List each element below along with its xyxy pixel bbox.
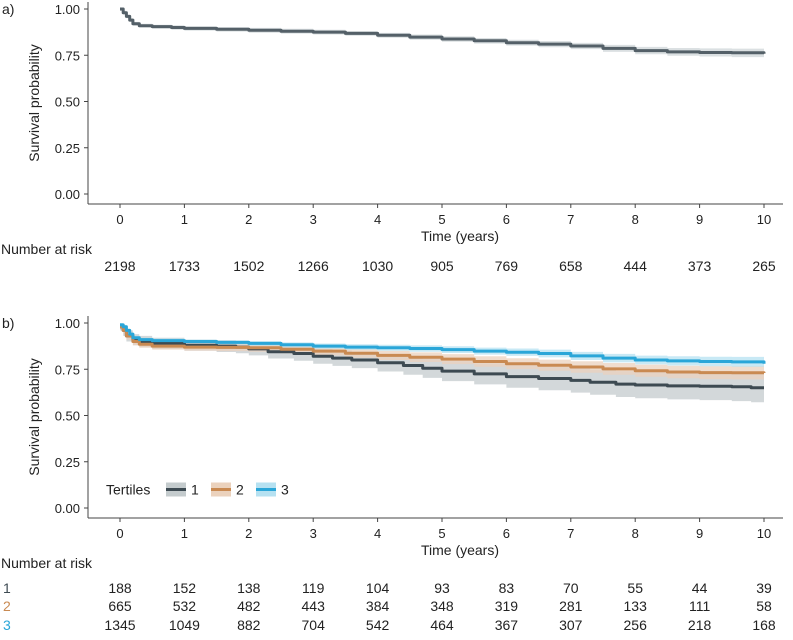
risk-count: 256 — [624, 617, 648, 633]
risk-count: 348 — [430, 598, 454, 614]
risk-count: 44 — [692, 580, 708, 596]
x-tick-label: 4 — [374, 212, 381, 227]
legend-title: Tertiles — [106, 482, 150, 498]
x-tick-label: 8 — [632, 212, 639, 227]
survival-curve-overall — [120, 7, 766, 55]
x-tick-label: 6 — [503, 212, 510, 227]
risk-count: 373 — [688, 258, 712, 274]
risk-count: 704 — [302, 617, 326, 633]
risk-count: 882 — [237, 617, 261, 633]
panel-b: b) 0.00 0.25 0.50 0.75 1.00 0 1 2 3 4 5 6 7 8 9 10 Time (… — [1, 315, 783, 633]
risk-count: 1266 — [298, 258, 329, 274]
survival-curve-tertile-2 — [120, 325, 766, 375]
legend-label-3: 3 — [281, 482, 289, 498]
x-tick-label: 1 — [181, 526, 188, 541]
x-tick-label: 7 — [567, 526, 574, 541]
risk-count: 769 — [495, 258, 519, 274]
risk-table-title: Number at risk — [1, 555, 93, 571]
risk-count: 152 — [173, 580, 197, 596]
risk-count: 168 — [752, 617, 776, 633]
panel-label: b) — [2, 315, 14, 331]
y-tick-label: 1.00 — [55, 2, 80, 17]
x-tick-label: 9 — [696, 526, 703, 541]
risk-row-label: 3 — [3, 617, 11, 633]
y-axis-title: Survival probability — [26, 44, 42, 162]
risk-count: 443 — [302, 598, 326, 614]
y-tick-label: 0.25 — [55, 141, 80, 156]
risk-row-label: 2 — [3, 598, 11, 614]
y-axis-title: Survival probability — [26, 358, 42, 476]
panel-label: a) — [2, 1, 14, 17]
survival-curve-tertile-3 — [120, 323, 766, 364]
risk-count: 93 — [434, 580, 450, 596]
risk-count: 464 — [430, 617, 454, 633]
risk-count: 70 — [563, 580, 579, 596]
risk-count: 1345 — [104, 617, 135, 633]
risk-count: 482 — [237, 598, 261, 614]
legend-label-2: 2 — [236, 482, 244, 498]
risk-count: 55 — [627, 580, 643, 596]
risk-count: 83 — [499, 580, 515, 596]
risk-count: 444 — [624, 258, 648, 274]
x-tick-label: 7 — [567, 212, 574, 227]
risk-count: 1733 — [169, 258, 200, 274]
y-tick-label: 0.50 — [55, 409, 80, 424]
risk-count: 665 — [108, 598, 132, 614]
x-tick-label: 5 — [438, 526, 445, 541]
x-tick-label: 5 — [438, 212, 445, 227]
x-tick-label: 6 — [503, 526, 510, 541]
x-tick-label: 1 — [181, 212, 188, 227]
x-tick-label: 0 — [116, 526, 123, 541]
y-tick-label: 0.75 — [55, 362, 80, 377]
x-tick-label: 0 — [116, 212, 123, 227]
x-tick-label: 3 — [310, 526, 317, 541]
risk-count: 367 — [495, 617, 519, 633]
risk-count: 138 — [237, 580, 261, 596]
risk-count: 111 — [689, 598, 710, 614]
risk-count: 2198 — [104, 258, 135, 274]
risk-count: 905 — [430, 258, 454, 274]
x-tick-label: 4 — [374, 526, 381, 541]
risk-count: 281 — [559, 598, 583, 614]
x-tick-label: 8 — [632, 526, 639, 541]
y-tick-label: 0.00 — [55, 501, 80, 516]
y-tick-label: 0.75 — [55, 48, 80, 63]
x-axis-title: Time (years) — [421, 228, 499, 244]
risk-count: 658 — [559, 258, 583, 274]
legend-label-1: 1 — [191, 482, 199, 498]
y-tick-label: 0.00 — [55, 187, 80, 202]
risk-count: 119 — [302, 580, 325, 596]
risk-count: 1030 — [362, 258, 393, 274]
risk-count: 307 — [559, 617, 583, 633]
x-tick-label: 10 — [757, 526, 771, 541]
risk-count: 133 — [624, 598, 648, 614]
x-tick-label: 10 — [757, 212, 771, 227]
risk-table-title: Number at risk — [1, 241, 93, 257]
risk-count: 319 — [495, 598, 519, 614]
risk-count: 188 — [108, 580, 132, 596]
risk-count: 265 — [752, 258, 776, 274]
y-tick-label: 1.00 — [55, 316, 80, 331]
risk-count: 218 — [688, 617, 712, 633]
risk-count: 1502 — [233, 258, 264, 274]
x-tick-label: 2 — [245, 212, 252, 227]
risk-count: 104 — [366, 580, 390, 596]
panel-a: a) 0.00 0.25 0.50 0.75 1.00 0 1 2 3 4 5 6 7 8 9 10 Time (… — [1, 1, 783, 274]
risk-count: 1049 — [169, 617, 200, 633]
risk-count: 58 — [756, 598, 772, 614]
y-tick-label: 0.50 — [55, 95, 80, 110]
x-tick-label: 2 — [245, 526, 252, 541]
risk-count: 542 — [366, 617, 390, 633]
risk-count: 532 — [173, 598, 197, 614]
x-tick-label: 9 — [696, 212, 703, 227]
x-axis-title: Time (years) — [421, 542, 499, 558]
risk-count: 39 — [756, 580, 772, 596]
y-tick-label: 0.25 — [55, 455, 80, 470]
x-tick-label: 3 — [310, 212, 317, 227]
risk-row-label: 1 — [3, 580, 11, 596]
risk-count: 384 — [366, 598, 390, 614]
